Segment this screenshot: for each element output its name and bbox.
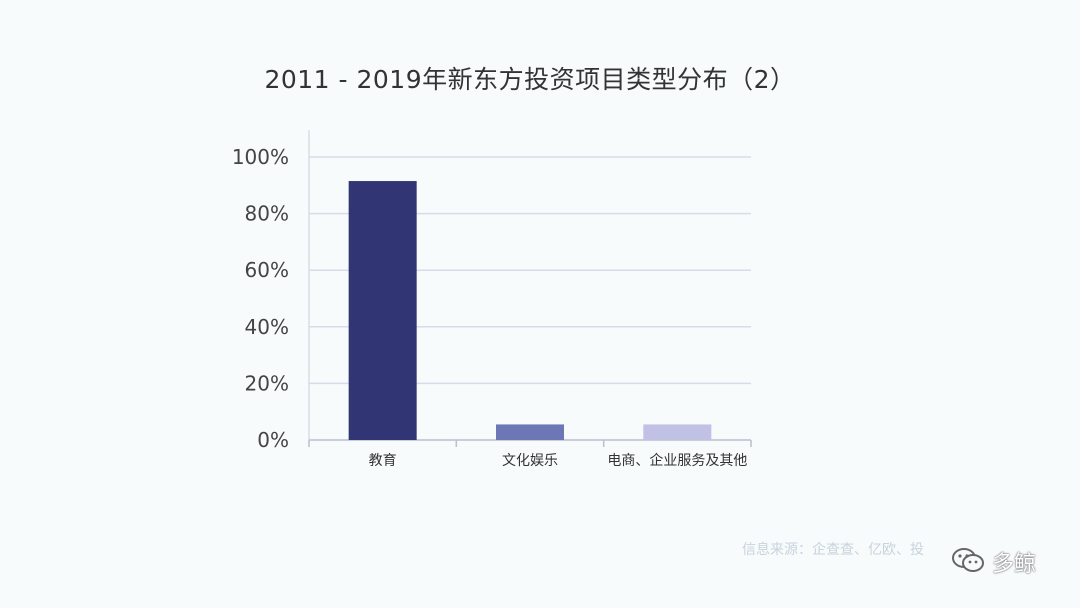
watermark-text: 多鲸: [992, 552, 1037, 577]
x-tick-label: 教育: [369, 453, 397, 469]
y-tick-labels: 0% 20% 40% 60% 80% 100%: [232, 145, 289, 452]
source-note: 信息来源：企查查、亿欧、投: [742, 542, 924, 558]
bar: [348, 181, 417, 440]
y-tick-label: 60%: [245, 258, 289, 282]
bar: [643, 424, 712, 440]
y-tick-label: 100%: [232, 145, 289, 169]
bars: [348, 181, 712, 440]
wechat-icon: [950, 545, 986, 579]
watermark: 多鲸: [950, 544, 1036, 580]
chart-title: 2011 - 2019年新东方投资项目类型分布（2）: [264, 65, 796, 94]
y-tick-label: 0%: [257, 428, 289, 452]
x-tick-label: 文化娱乐: [502, 453, 558, 469]
x-tick-label: 电商、企业服务及其他: [607, 452, 747, 469]
y-tick-label: 20%: [245, 371, 289, 395]
bar: [496, 424, 564, 440]
y-tick-label: 40%: [245, 315, 289, 339]
y-tick-label: 80%: [245, 202, 289, 226]
x-tick-labels: 教育 文化娱乐 电商、企业服务及其他: [369, 452, 748, 469]
